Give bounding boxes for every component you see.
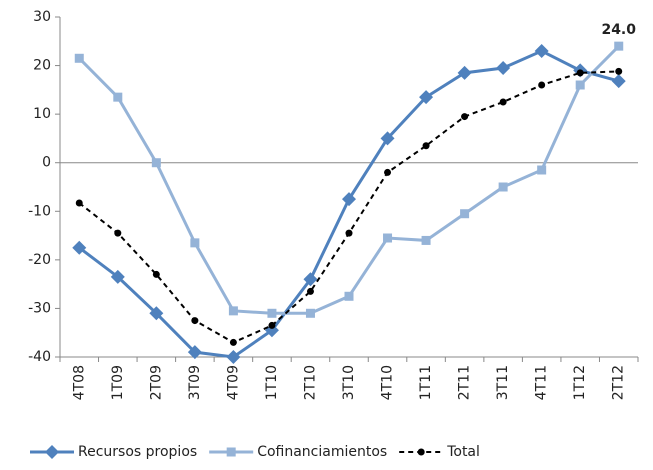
marker xyxy=(422,142,430,150)
x-tick-label: 2T09 xyxy=(148,365,164,400)
x-tick-label: 1T09 xyxy=(110,365,126,400)
marker xyxy=(499,98,507,106)
marker xyxy=(344,291,354,301)
x-tick-label: 4T09 xyxy=(225,365,241,400)
marker xyxy=(306,287,314,295)
y-tick-label: 30 xyxy=(33,9,51,25)
marker xyxy=(110,269,125,284)
marker xyxy=(342,192,356,207)
marker xyxy=(305,308,315,318)
marker xyxy=(226,350,241,364)
marker xyxy=(151,158,161,168)
x-tick-label: 4T10 xyxy=(380,365,396,400)
marker xyxy=(113,92,123,102)
marker xyxy=(460,209,470,219)
x-tick-label: 3T11 xyxy=(495,365,511,400)
x-tick-label: 2T11 xyxy=(457,365,473,400)
marker xyxy=(498,182,508,192)
x-tick-label: 2T12 xyxy=(611,365,627,400)
marker xyxy=(534,44,549,58)
marker xyxy=(267,308,277,318)
marker xyxy=(345,229,353,237)
marker xyxy=(457,65,472,80)
marker xyxy=(576,69,584,77)
marker xyxy=(538,81,546,89)
marker xyxy=(264,323,279,338)
x-tick-label: 1T10 xyxy=(264,365,280,400)
marker xyxy=(421,235,431,245)
x-tick-label: 2T10 xyxy=(302,365,318,400)
marker xyxy=(114,229,122,237)
x-tick-label: 1T12 xyxy=(572,365,588,400)
marker xyxy=(614,41,624,51)
y-tick-label: 10 xyxy=(33,106,51,122)
marker xyxy=(496,61,511,75)
marker xyxy=(187,345,202,360)
y-tick-label: 20 xyxy=(33,58,51,74)
marker xyxy=(190,238,200,248)
legend-label: Recursos propios xyxy=(78,444,197,460)
marker xyxy=(383,233,393,243)
marker xyxy=(611,74,626,89)
marker xyxy=(228,306,238,316)
y-tick-label: 0 xyxy=(42,155,51,171)
marker xyxy=(149,306,164,321)
legend-marker xyxy=(45,445,59,459)
y-tick-label: -30 xyxy=(28,300,51,316)
legend-label: Cofinanciamientos xyxy=(257,444,387,460)
marker xyxy=(575,80,585,90)
marker xyxy=(380,131,395,146)
series-line xyxy=(78,45,620,315)
x-tick-label: 4T11 xyxy=(534,365,550,400)
marker xyxy=(72,240,87,255)
y-tick-label: -40 xyxy=(28,349,51,365)
x-tick-label: 4T08 xyxy=(71,365,87,400)
marker xyxy=(537,165,547,175)
marker xyxy=(191,317,199,325)
legend-marker xyxy=(417,448,425,456)
y-tick-label: -10 xyxy=(28,203,51,219)
marker xyxy=(74,53,84,63)
x-tick-label: 3T10 xyxy=(341,365,357,400)
marker xyxy=(268,321,276,329)
marker xyxy=(303,272,318,287)
x-tick-label: 1T11 xyxy=(418,365,434,400)
marker xyxy=(152,270,160,278)
marker xyxy=(229,338,237,346)
series-line xyxy=(78,70,619,344)
y-tick-label: -20 xyxy=(28,252,51,268)
marker xyxy=(384,168,392,176)
marker xyxy=(75,199,83,207)
legend-marker xyxy=(226,447,236,457)
marker xyxy=(461,113,469,121)
marker xyxy=(419,90,434,105)
legend-label: Total xyxy=(446,444,480,460)
marker xyxy=(615,67,623,75)
data-label: 24.0 xyxy=(601,22,636,38)
x-tick-label: 3T09 xyxy=(187,365,203,400)
